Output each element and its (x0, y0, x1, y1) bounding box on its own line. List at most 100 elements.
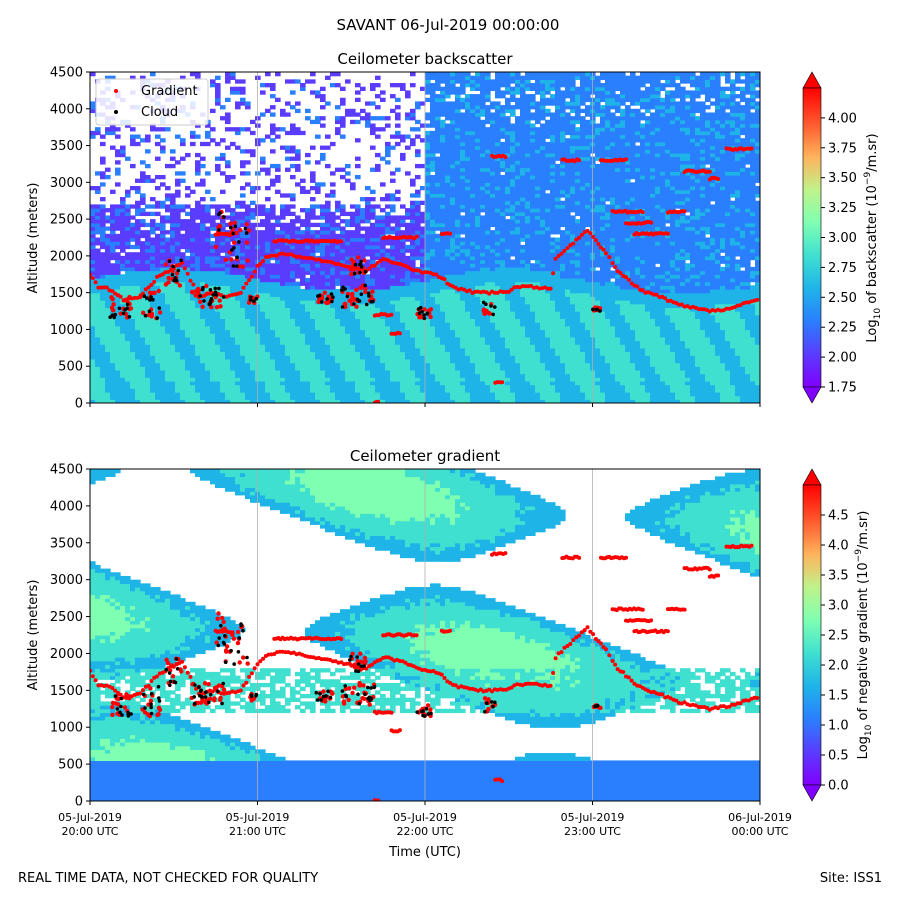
field-cell (145, 274, 151, 279)
field-cell (340, 325, 346, 331)
field-cell (465, 134, 471, 139)
field-cell (225, 391, 231, 397)
field-cell (475, 200, 481, 205)
field-cell (135, 237, 141, 242)
field-cell (170, 252, 176, 257)
field-cell (270, 105, 276, 110)
field-cell (270, 281, 276, 286)
field-cell (325, 145, 331, 150)
field-cell (400, 86, 406, 91)
field-cell (90, 344, 96, 349)
field-cell (410, 215, 416, 220)
field-cell (220, 156, 226, 161)
field-cell (95, 219, 101, 224)
field-cell (350, 314, 356, 320)
field-cell (150, 226, 156, 231)
field-cell (90, 244, 96, 250)
field-cell (240, 186, 246, 191)
field-cell (335, 300, 341, 305)
field-cell (195, 344, 201, 349)
field-cell (115, 204, 121, 209)
field-cell (125, 230, 131, 235)
field-cell (315, 344, 321, 349)
field-cell (445, 211, 451, 217)
field-cell (145, 303, 151, 308)
field-cell (205, 333, 211, 338)
field-cell (225, 116, 231, 121)
field-cell (350, 112, 356, 117)
field-cell (220, 116, 226, 121)
field-cell (210, 259, 216, 264)
field-cell (285, 259, 291, 264)
field-cell (250, 322, 256, 327)
field-cell (345, 369, 351, 375)
field-cell (280, 248, 286, 253)
field-cell (185, 237, 191, 242)
field-cell (260, 366, 266, 371)
field-cell (445, 384, 451, 389)
field-cell (240, 369, 246, 375)
field-cell (390, 288, 396, 294)
field-cell (450, 274, 456, 279)
field-cell (310, 222, 316, 228)
field-cell (90, 219, 96, 224)
field-cell (365, 112, 371, 117)
field-cell (130, 263, 136, 268)
field-cell (140, 377, 146, 382)
field-cell (355, 358, 361, 364)
field-cell (395, 366, 401, 371)
field-cell (150, 333, 156, 338)
field-cell (240, 149, 246, 154)
field-cell (115, 244, 121, 250)
field-cell (275, 222, 281, 228)
field-cell (290, 358, 296, 364)
field-cell (465, 380, 471, 386)
field-cell (95, 300, 101, 305)
field-cell (360, 322, 366, 327)
field-cell (440, 189, 446, 194)
field-cell (475, 344, 481, 349)
field-cell (365, 329, 371, 334)
field-cell (250, 292, 256, 297)
field-cell (465, 189, 471, 194)
field-cell (435, 215, 441, 220)
field-cell (475, 226, 481, 231)
field-cell (155, 311, 161, 316)
field-cell (170, 222, 176, 228)
field-cell (405, 340, 411, 345)
field-cell (270, 83, 276, 88)
field-cell (370, 399, 376, 403)
field-cell (340, 233, 346, 239)
field-cell (470, 303, 476, 308)
field-cell (275, 248, 281, 253)
field-cell (445, 79, 451, 84)
field-cell (340, 274, 346, 279)
field-cell (205, 344, 211, 349)
field-cell (435, 307, 441, 312)
field-cell (150, 369, 156, 375)
field-cell (230, 366, 236, 371)
field-cell (240, 362, 246, 367)
field-cell (440, 241, 446, 246)
field-cell (200, 230, 206, 235)
field-cell (375, 351, 381, 356)
field-cell (410, 322, 416, 327)
field-cell (120, 285, 126, 290)
field-cell (380, 369, 386, 375)
field-cell (200, 208, 206, 213)
field-cell (190, 211, 196, 217)
field-cell (190, 219, 196, 224)
field-cell (335, 388, 341, 393)
field-cell (350, 274, 356, 279)
field-cell (185, 384, 191, 389)
field-cell (135, 266, 141, 272)
field-cell (425, 248, 431, 253)
field-cell (465, 344, 471, 349)
field-cell (165, 311, 171, 316)
field-cell (345, 222, 351, 228)
field-cell (95, 208, 101, 213)
field-cell (90, 399, 96, 403)
field-cell (120, 281, 126, 286)
field-cell (340, 336, 346, 342)
field-cell (350, 307, 356, 312)
